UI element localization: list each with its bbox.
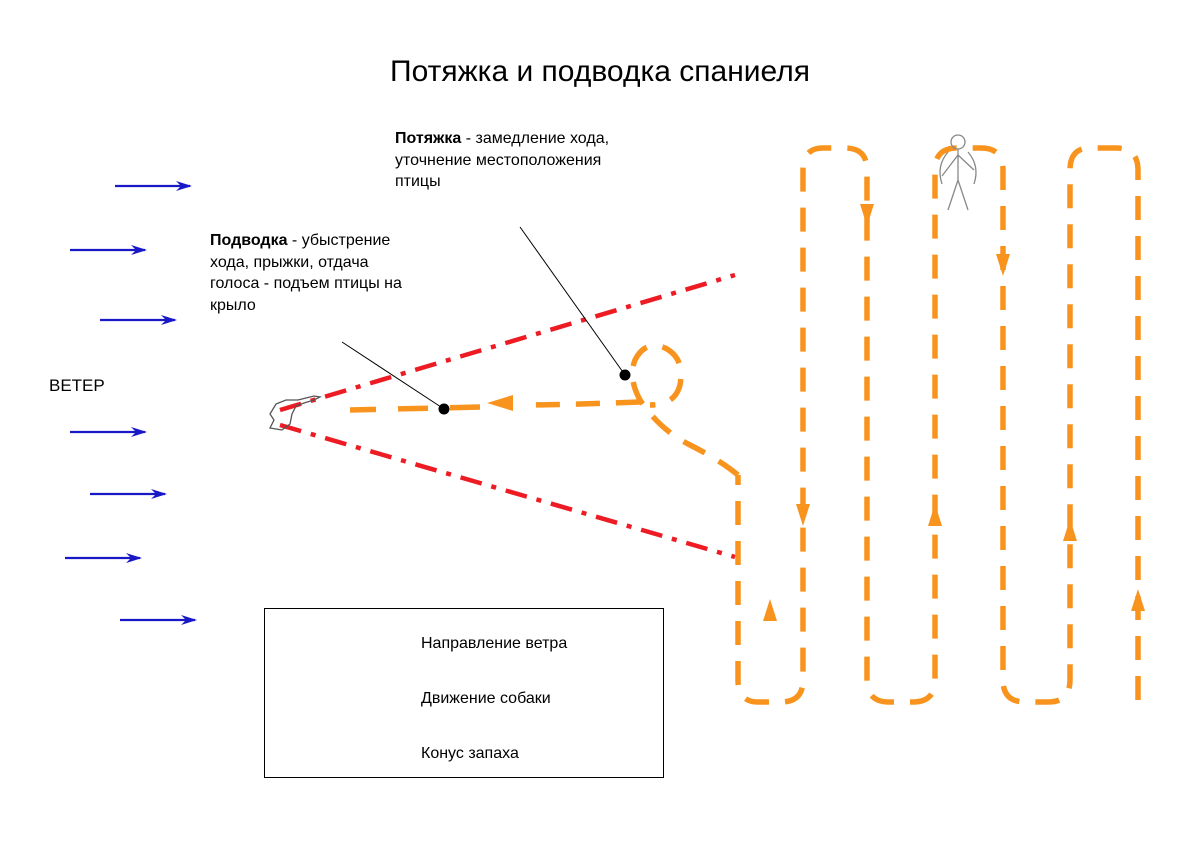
scent-cone (280, 275, 735, 557)
dog-arrowheads (487, 204, 1145, 621)
legend-dog-label: Движение собаки (421, 690, 551, 708)
legend-cone-label: Конус запаха (421, 745, 519, 763)
annotation-podvodka: Подводка - убыстрение хода, прыжки, отда… (210, 230, 415, 316)
handler-icon (940, 135, 976, 210)
legend-box: Направление ветра Движение собаки Конус … (264, 608, 664, 778)
bird-icon (270, 396, 320, 430)
wind-label: ВЕТЕР (49, 376, 105, 396)
legend-wind-label: Направление ветра (421, 635, 567, 653)
wind-arrows (65, 186, 195, 620)
page-title: Потяжка и подводка спаниеля (0, 55, 1200, 89)
dog-quartering-path (738, 148, 1138, 702)
dog-approach-path (350, 346, 738, 475)
annotation-podvodka-bold: Подводка (210, 232, 287, 249)
annotation-potyazhka: Потяжка - замедление хода, уточнение мес… (395, 128, 615, 193)
annotation-potyazhka-bold: Потяжка (395, 130, 461, 147)
